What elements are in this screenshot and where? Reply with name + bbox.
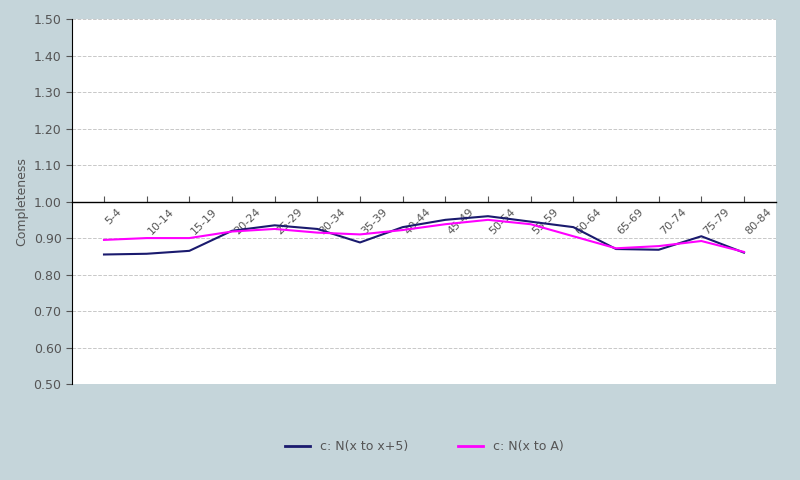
c: N(x to A): (13, 0.878): N(x to A): (13, 0.878) — [654, 243, 663, 249]
c: N(x to A): (2, 0.9): N(x to A): (2, 0.9) — [185, 235, 194, 241]
c: N(x to A): (8, 0.938): N(x to A): (8, 0.938) — [441, 221, 450, 227]
c: N(x to x+5): (12, 0.87): N(x to x+5): (12, 0.87) — [611, 246, 621, 252]
c: N(x to A): (7, 0.922): N(x to A): (7, 0.922) — [398, 227, 407, 233]
c: N(x to x+5): (10, 0.945): N(x to x+5): (10, 0.945) — [526, 219, 535, 225]
c: N(x to A): (12, 0.872): N(x to A): (12, 0.872) — [611, 245, 621, 251]
Legend: c: N(x to x+5), c: N(x to A): c: N(x to x+5), c: N(x to A) — [279, 435, 569, 458]
c: N(x to A): (3, 0.918): N(x to A): (3, 0.918) — [227, 228, 237, 234]
c: N(x to x+5): (6, 0.888): N(x to x+5): (6, 0.888) — [355, 240, 365, 245]
c: N(x to A): (15, 0.862): N(x to A): (15, 0.862) — [739, 249, 749, 255]
c: N(x to x+5): (15, 0.86): N(x to x+5): (15, 0.86) — [739, 250, 749, 255]
c: N(x to A): (1, 0.9): N(x to A): (1, 0.9) — [142, 235, 151, 241]
c: N(x to A): (11, 0.905): N(x to A): (11, 0.905) — [569, 233, 578, 239]
Line: c: N(x to x+5): c: N(x to x+5) — [104, 216, 744, 254]
c: N(x to x+5): (5, 0.925): N(x to x+5): (5, 0.925) — [313, 226, 322, 232]
c: N(x to x+5): (8, 0.95): N(x to x+5): (8, 0.95) — [441, 217, 450, 223]
Line: c: N(x to A): c: N(x to A) — [104, 220, 744, 252]
c: N(x to A): (14, 0.892): N(x to A): (14, 0.892) — [697, 238, 706, 244]
c: N(x to x+5): (0, 0.855): N(x to x+5): (0, 0.855) — [99, 252, 109, 257]
Y-axis label: Completeness: Completeness — [15, 157, 28, 246]
c: N(x to A): (9, 0.95): N(x to A): (9, 0.95) — [483, 217, 493, 223]
c: N(x to x+5): (11, 0.93): N(x to x+5): (11, 0.93) — [569, 224, 578, 230]
c: N(x to A): (0, 0.895): N(x to A): (0, 0.895) — [99, 237, 109, 243]
c: N(x to x+5): (9, 0.96): N(x to x+5): (9, 0.96) — [483, 213, 493, 219]
c: N(x to A): (5, 0.915): N(x to A): (5, 0.915) — [313, 230, 322, 236]
c: N(x to A): (10, 0.938): N(x to A): (10, 0.938) — [526, 221, 535, 227]
c: N(x to A): (6, 0.91): N(x to A): (6, 0.91) — [355, 231, 365, 237]
c: N(x to x+5): (2, 0.865): N(x to x+5): (2, 0.865) — [185, 248, 194, 254]
c: N(x to x+5): (1, 0.857): N(x to x+5): (1, 0.857) — [142, 251, 151, 257]
c: N(x to A): (4, 0.925): N(x to A): (4, 0.925) — [270, 226, 279, 232]
c: N(x to x+5): (13, 0.868): N(x to x+5): (13, 0.868) — [654, 247, 663, 252]
c: N(x to x+5): (7, 0.93): N(x to x+5): (7, 0.93) — [398, 224, 407, 230]
c: N(x to x+5): (3, 0.92): N(x to x+5): (3, 0.92) — [227, 228, 237, 234]
c: N(x to x+5): (4, 0.935): N(x to x+5): (4, 0.935) — [270, 222, 279, 228]
c: N(x to x+5): (14, 0.905): N(x to x+5): (14, 0.905) — [697, 233, 706, 239]
